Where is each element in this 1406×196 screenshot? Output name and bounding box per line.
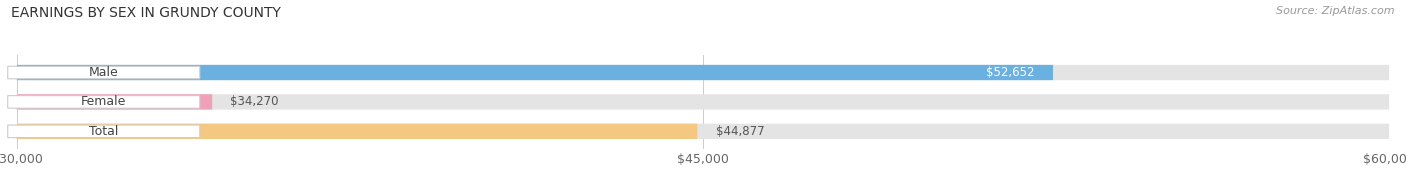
Text: $44,877: $44,877 [716, 125, 765, 138]
Text: Total: Total [89, 125, 118, 138]
Text: $52,652: $52,652 [986, 66, 1035, 79]
Text: Female: Female [82, 95, 127, 108]
Text: Male: Male [89, 66, 118, 79]
FancyBboxPatch shape [17, 94, 212, 110]
FancyBboxPatch shape [17, 65, 1389, 80]
FancyBboxPatch shape [7, 125, 200, 138]
FancyBboxPatch shape [17, 124, 1389, 139]
FancyBboxPatch shape [17, 124, 697, 139]
FancyBboxPatch shape [17, 94, 1389, 110]
Text: Source: ZipAtlas.com: Source: ZipAtlas.com [1277, 6, 1395, 16]
Text: EARNINGS BY SEX IN GRUNDY COUNTY: EARNINGS BY SEX IN GRUNDY COUNTY [11, 6, 281, 20]
FancyBboxPatch shape [7, 96, 200, 108]
FancyBboxPatch shape [17, 65, 1053, 80]
Text: $34,270: $34,270 [231, 95, 278, 108]
FancyBboxPatch shape [7, 66, 200, 79]
